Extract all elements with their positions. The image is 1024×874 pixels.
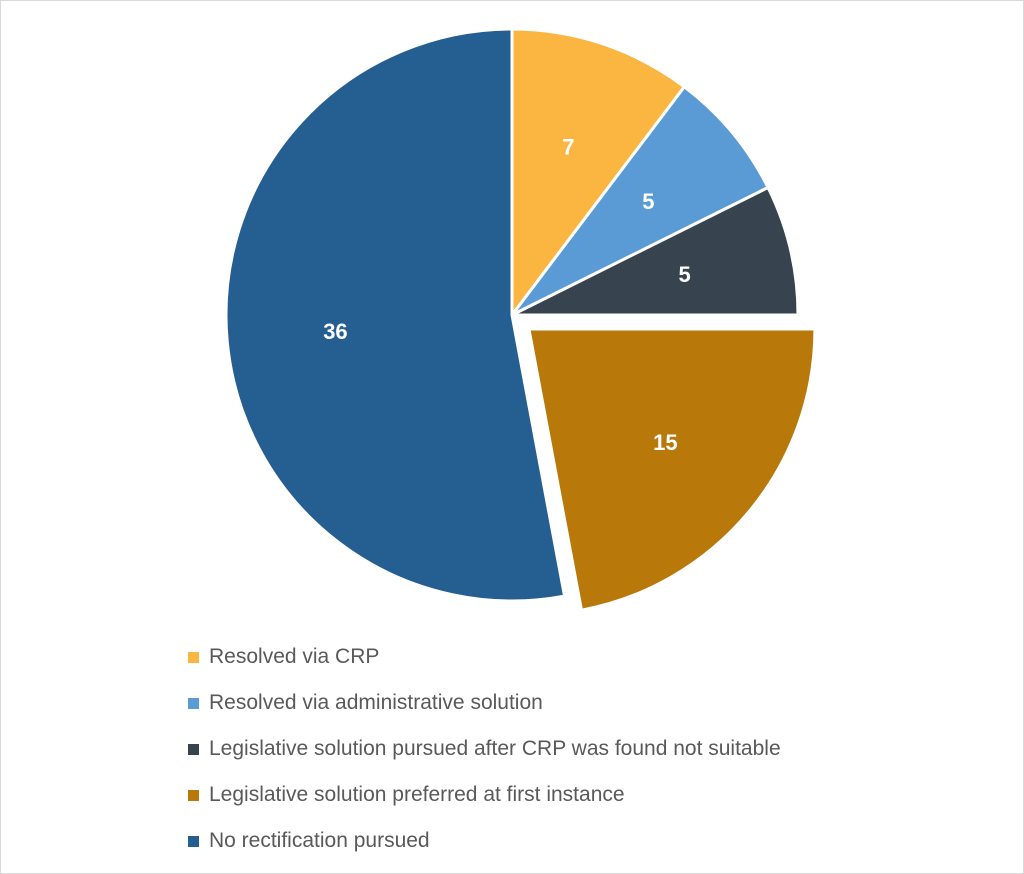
pie-slice: [510, 27, 686, 317]
pie-slice: [527, 327, 817, 612]
legend-label: Resolved via administrative solution: [209, 691, 543, 714]
legend-swatch: [188, 789, 199, 801]
chart-legend: Resolved via CRP Resolved via administra…: [188, 634, 988, 864]
legend-item: Legislative solution preferred at first …: [188, 772, 988, 818]
slice-data-label: 5: [642, 189, 654, 214]
pie-slice: [224, 27, 567, 603]
legend-label: Resolved via CRP: [209, 645, 380, 668]
legend-item: Resolved via CRP: [188, 634, 988, 680]
legend-label: No rectification pursued: [209, 829, 430, 852]
slice-data-label: 5: [678, 262, 690, 287]
slice-data-label: 15: [653, 430, 677, 455]
legend-swatch: [188, 651, 199, 663]
pie-slice: [510, 85, 770, 317]
legend-swatch: [188, 697, 199, 709]
legend-item: Resolved via administrative solution: [188, 680, 988, 726]
legend-swatch: [188, 743, 199, 755]
legend-label: Legislative solution pursued after CRP w…: [209, 737, 781, 760]
legend-item: No rectification pursued: [188, 818, 988, 864]
legend-label: Legislative solution preferred at first …: [209, 783, 625, 806]
pie-slice: [510, 186, 800, 317]
legend-swatch: [188, 835, 199, 847]
legend-item: Legislative solution pursued after CRP w…: [188, 726, 988, 772]
slice-data-label: 7: [562, 134, 574, 159]
slice-data-label: 36: [323, 319, 347, 344]
